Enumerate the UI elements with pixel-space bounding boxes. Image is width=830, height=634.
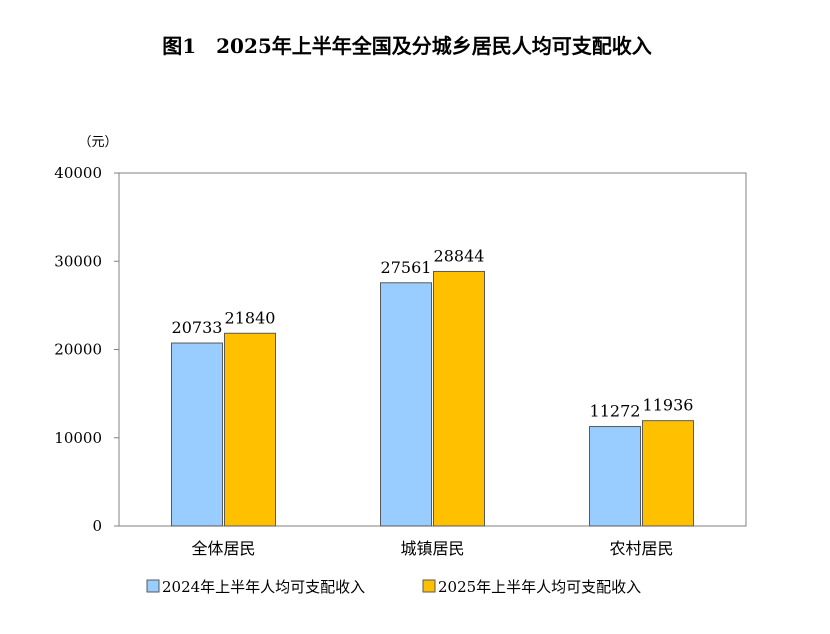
bar-2024-0 <box>171 342 223 527</box>
legend-label: 2024年上半年人均可支配收入 <box>162 578 365 596</box>
category-label: 农村居民 <box>609 539 673 558</box>
y-tick-label: 30000 <box>54 252 102 270</box>
data-label: 28844 <box>434 246 485 265</box>
category-labels-group: 全体居民 城镇居民 农村居民 <box>191 539 673 558</box>
bars-group <box>171 270 694 527</box>
category-label: 城镇居民 <box>400 539 464 558</box>
data-label: 20733 <box>172 318 223 337</box>
data-label: 11936 <box>643 396 694 415</box>
y-tick-label: 20000 <box>54 341 102 359</box>
data-label: 27561 <box>381 258 432 277</box>
category-label: 全体居民 <box>191 539 255 558</box>
y-axis: 0 10000 20000 30000 40000 <box>54 164 119 535</box>
legend-swatch <box>146 579 160 593</box>
chart-title: 图1 2025年上半年全国及分城乡居民人均可支配收入 <box>162 34 652 58</box>
y-tick-label: 40000 <box>54 164 102 182</box>
legend-swatch <box>422 579 436 593</box>
bar-2025-1 <box>433 270 485 527</box>
bar-2024-2 <box>589 426 641 527</box>
bar-2024-1 <box>380 282 432 527</box>
data-label: 11272 <box>590 402 641 421</box>
bar-2025-0 <box>224 332 276 527</box>
legend-label: 2025年上半年人均可支配收入 <box>438 578 641 596</box>
legend: 2024年上半年人均可支配收入 2025年上半年人均可支配收入 <box>146 578 641 596</box>
y-tick-label: 0 <box>92 517 102 535</box>
y-axis-unit-label: （元） <box>78 135 117 150</box>
y-tick-label: 10000 <box>54 429 102 447</box>
bar-2025-2 <box>642 420 694 527</box>
data-label: 21840 <box>225 308 276 327</box>
